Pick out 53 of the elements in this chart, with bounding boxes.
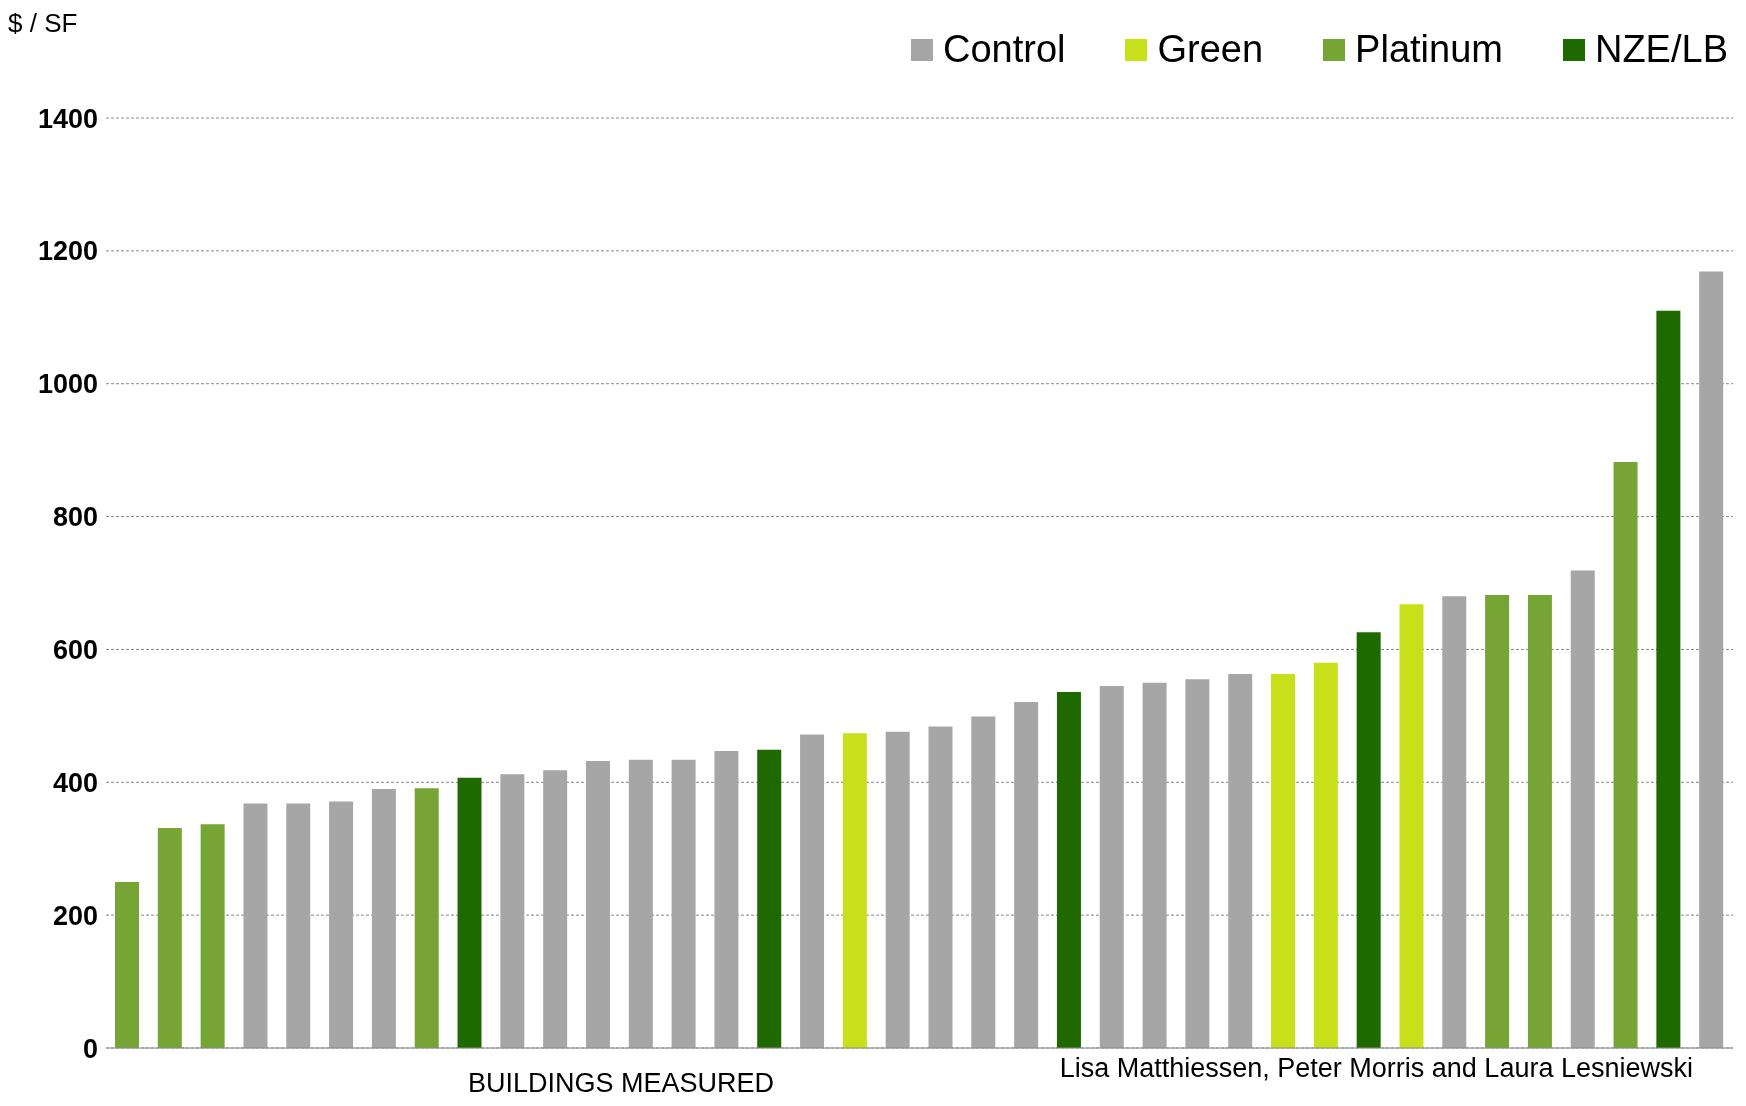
bar: [1399, 604, 1424, 1048]
bar: [1185, 679, 1210, 1048]
bar: [671, 759, 696, 1048]
y-tick-label: 1200: [37, 236, 98, 267]
legend-label: NZE/LB: [1594, 28, 1728, 71]
bar: [500, 774, 525, 1048]
bar: [115, 881, 139, 1048]
bar: [1271, 674, 1296, 1048]
bar: [543, 770, 568, 1048]
bar: [1228, 674, 1253, 1048]
bar: [1656, 310, 1681, 1048]
y-tick-label: 200: [52, 900, 98, 931]
legend-label: Control: [942, 28, 1066, 71]
bar: [243, 803, 268, 1048]
y-tick-label: 1400: [37, 103, 98, 134]
bar: [1613, 462, 1638, 1048]
bar: [1099, 685, 1124, 1048]
bar: [842, 733, 867, 1048]
bar: [1056, 691, 1081, 1048]
y-tick-label: 600: [52, 635, 98, 666]
y-axis-title: $ / SF: [8, 8, 78, 39]
bar: [757, 749, 782, 1048]
text: Lisa Matthiessen, Peter Morris and Laura Lesniewski: [1059, 1053, 1693, 1084]
bar: [1313, 662, 1338, 1048]
bar: [1485, 594, 1510, 1048]
bar: [800, 734, 825, 1048]
bar: [1442, 596, 1467, 1048]
legend-label: Platinum: [1355, 28, 1503, 71]
bar: [1356, 632, 1381, 1048]
y-tick-label: 0: [82, 1033, 98, 1064]
bar: [1570, 570, 1595, 1048]
bar: [157, 828, 182, 1048]
bar: [414, 788, 439, 1048]
bar: [1014, 701, 1039, 1048]
bar: [1699, 271, 1724, 1048]
bar: [628, 759, 653, 1048]
x-axis-title: BUILDINGS MEASURED: [468, 1068, 775, 1099]
bar: [585, 761, 610, 1048]
bar: [885, 731, 910, 1048]
bar: [1142, 682, 1167, 1048]
bar: [329, 801, 354, 1048]
bar: [371, 788, 396, 1048]
bar: [457, 777, 482, 1048]
y-tick-label: 800: [52, 502, 98, 533]
bar: [286, 803, 311, 1048]
y-tick-label: 400: [52, 767, 98, 798]
bar: [928, 726, 953, 1048]
legend-label: Green: [1157, 28, 1264, 71]
bar: [1527, 594, 1552, 1048]
bar: [200, 824, 225, 1048]
bar: [714, 751, 739, 1048]
bar: [971, 716, 996, 1048]
y-tick-label: 1000: [37, 369, 98, 400]
